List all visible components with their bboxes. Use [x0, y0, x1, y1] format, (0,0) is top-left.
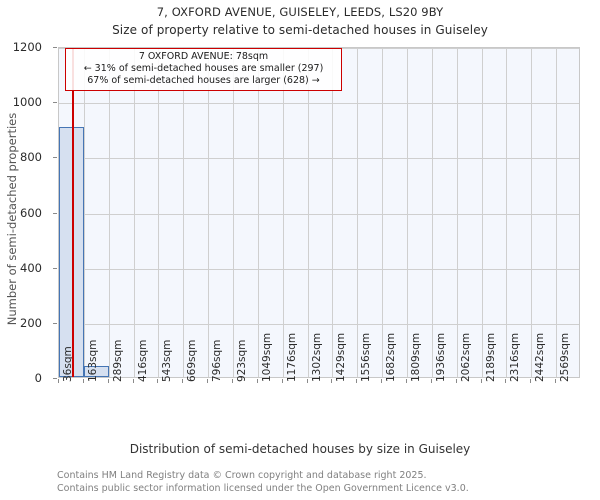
y-gridline — [59, 158, 579, 160]
x-gridline — [506, 48, 507, 377]
x-tick-label: 1429sqm — [335, 332, 348, 382]
x-gridline — [482, 48, 483, 377]
x-tick-mark — [83, 379, 84, 383]
y-gridline — [59, 323, 579, 325]
x-tick-label: 1049sqm — [260, 332, 273, 382]
x-axis-title: Distribution of semi-detached houses by … — [129, 442, 471, 456]
x-tick-mark — [282, 379, 283, 383]
x-tick-mark — [307, 379, 308, 383]
x-tick-label: 2442sqm — [534, 332, 547, 382]
x-gridline — [308, 48, 309, 377]
x-tick-label: 163sqm — [86, 339, 99, 382]
y-gridline — [59, 103, 579, 105]
x-tick-label: 2316sqm — [509, 332, 522, 382]
x-gridline — [357, 48, 358, 377]
x-tick-mark — [257, 379, 258, 383]
chart-subtitle: Size of property relative to semi-detach… — [112, 23, 488, 37]
x-gridline — [109, 48, 110, 377]
x-tick-label: 669sqm — [186, 339, 199, 382]
footer-line-1: Contains HM Land Registry data © Crown c… — [57, 470, 427, 481]
y-tick-mark — [53, 267, 57, 269]
x-gridline — [208, 48, 209, 377]
y-gridline — [59, 268, 579, 270]
x-tick-mark — [232, 379, 233, 383]
y-tick-mark — [53, 47, 57, 48]
x-gridline — [183, 48, 184, 377]
x-gridline — [407, 48, 408, 377]
x-gridline — [382, 48, 383, 377]
x-gridline — [432, 48, 433, 377]
x-tick-label: 543sqm — [161, 339, 174, 382]
x-tick-mark — [505, 379, 506, 383]
page-title: 7, OXFORD AVENUE, GUISELEY, LEEDS, LS20 … — [156, 5, 444, 19]
x-gridline — [531, 48, 532, 377]
histogram-bar — [59, 127, 84, 377]
x-tick-label: 1682sqm — [385, 332, 398, 382]
x-tick-label: 1936sqm — [434, 332, 447, 382]
x-tick-mark — [406, 379, 407, 383]
y-tick-mark — [53, 378, 57, 379]
x-tick-mark — [356, 379, 357, 383]
x-tick-label: 1809sqm — [410, 332, 422, 382]
x-tick-label: 923sqm — [236, 339, 248, 382]
histogram-bar — [83, 365, 109, 377]
footer-credits: Contains HM Land Registry data © Crown c… — [57, 470, 597, 496]
x-tick-mark — [182, 379, 183, 383]
chart-title-block: 7, OXFORD AVENUE, GUISELEY, LEEDS, LS20 … — [0, 0, 600, 37]
x-tick-mark — [381, 379, 382, 383]
x-tick-mark — [108, 379, 109, 383]
x-tick-mark — [331, 379, 332, 383]
y-tick-label: 200 — [20, 315, 42, 330]
y-tick-mark — [53, 212, 57, 214]
x-gridline — [233, 48, 234, 377]
x-tick-label: 289sqm — [111, 339, 124, 382]
x-gridline — [84, 48, 85, 377]
x-gridline — [258, 48, 259, 377]
x-gridline — [283, 48, 284, 377]
x-tick-mark — [431, 379, 432, 383]
x-tick-mark — [133, 379, 134, 383]
x-tick-mark — [456, 379, 457, 383]
x-tick-label: 2062sqm — [459, 332, 472, 382]
x-gridline — [457, 48, 458, 377]
x-tick-mark — [207, 379, 208, 383]
x-tick-label: 2569sqm — [559, 332, 572, 382]
y-tick-label: 400 — [20, 260, 42, 275]
y-tick-mark — [53, 157, 57, 159]
property-annotation-box: 7 OXFORD AVENUE: 78sqm ← 31% of semi-det… — [65, 48, 342, 91]
property-marker-line — [72, 48, 74, 377]
annotation-line-larger: 67% of semi-detached houses are larger (… — [87, 74, 320, 86]
x-tick-label: 796sqm — [211, 339, 224, 382]
x-gridline — [134, 48, 135, 377]
y-axis: 0 200 400 600 800 1000 1200 — [0, 0, 57, 500]
x-tick-mark — [58, 379, 59, 383]
x-gridline — [556, 48, 557, 377]
x-tick-label: 2189sqm — [484, 332, 497, 382]
y-tick-label: 800 — [20, 150, 42, 165]
x-gridline — [158, 48, 159, 377]
x-gridline — [332, 48, 333, 377]
annotation-line-smaller: ← 31% of semi-detached houses are smalle… — [83, 62, 324, 74]
x-tick-label: 1176sqm — [285, 332, 298, 382]
y-tick-mark — [53, 102, 57, 104]
footer-line-2: Contains public sector information licen… — [57, 482, 469, 494]
annotation-line-property: 7 OXFORD AVENUE: 78sqm — [138, 51, 269, 62]
y-gridline — [59, 213, 579, 215]
y-tick-label: 600 — [20, 205, 42, 220]
x-tick-label: 1302sqm — [310, 332, 323, 382]
x-tick-mark — [530, 379, 531, 383]
x-tick-label: 1556sqm — [360, 332, 373, 382]
x-tick-mark — [481, 379, 482, 383]
y-tick-label: 1000 — [12, 95, 42, 110]
x-tick-mark — [555, 379, 556, 383]
x-tick-label: 416sqm — [136, 339, 149, 382]
y-tick-label: 1200 — [12, 40, 42, 54]
y-tick-label: 0 — [34, 371, 42, 385]
y-tick-mark — [53, 322, 57, 324]
x-tick-mark — [157, 379, 158, 383]
plot-area — [58, 47, 580, 378]
